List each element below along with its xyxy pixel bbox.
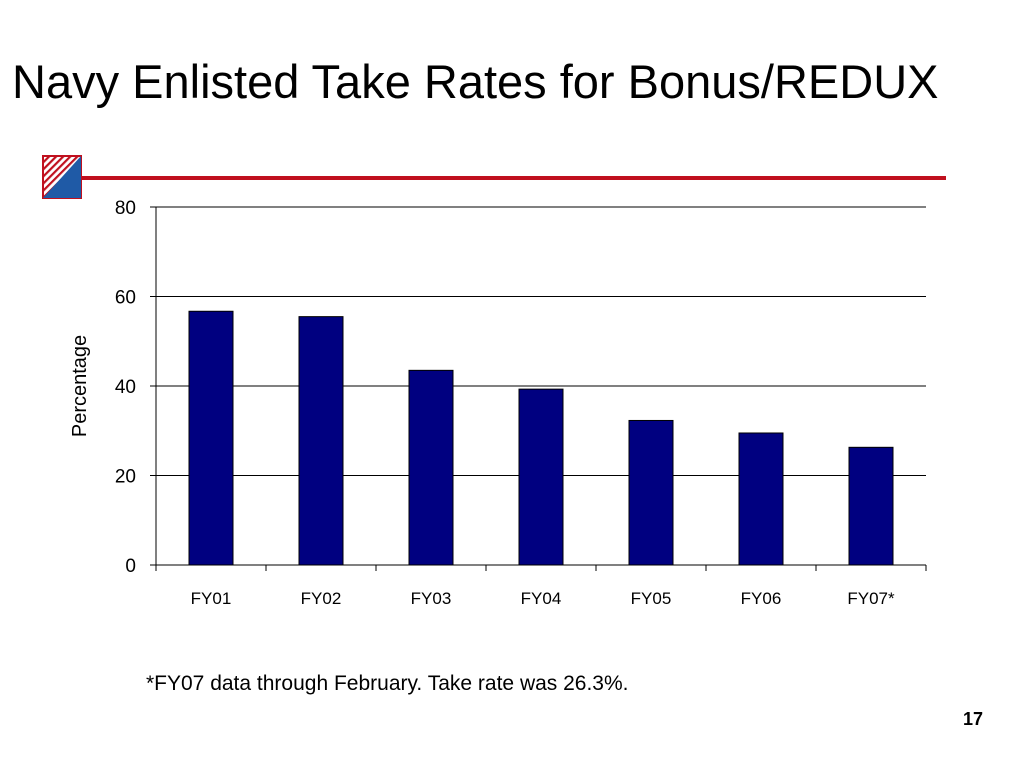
chart-footnote: *FY07 data through February. Take rate w…: [146, 672, 629, 695]
bar: [738, 432, 784, 566]
x-tick-label: FY05: [631, 589, 672, 608]
y-tick-label: 80: [115, 198, 136, 219]
y-tick-label: 60: [115, 288, 136, 309]
y-axis-title: Percentage: [69, 335, 91, 437]
x-tick-label: FY01: [191, 589, 232, 608]
bar: [848, 446, 894, 566]
slide-title: Navy Enlisted Take Rates for Bonus/REDUX: [12, 55, 939, 108]
bar: [628, 419, 674, 566]
striped-triangle-logo: [42, 155, 82, 199]
x-tick-label: FY02: [301, 589, 342, 608]
x-tick-label: FY04: [521, 589, 562, 608]
y-tick-label: 0: [125, 556, 136, 577]
x-tick-label: FY06: [741, 589, 782, 608]
bar: [408, 369, 454, 566]
y-tick-label: 40: [115, 377, 136, 398]
x-tick-label: FY03: [411, 589, 452, 608]
x-tick-label: FY07*: [847, 589, 895, 608]
bar: [518, 388, 564, 566]
bar: [188, 310, 234, 566]
page-number: 17: [963, 709, 984, 729]
title-rule: [82, 176, 946, 180]
y-tick-label: 20: [115, 467, 136, 488]
bar: [298, 316, 344, 566]
